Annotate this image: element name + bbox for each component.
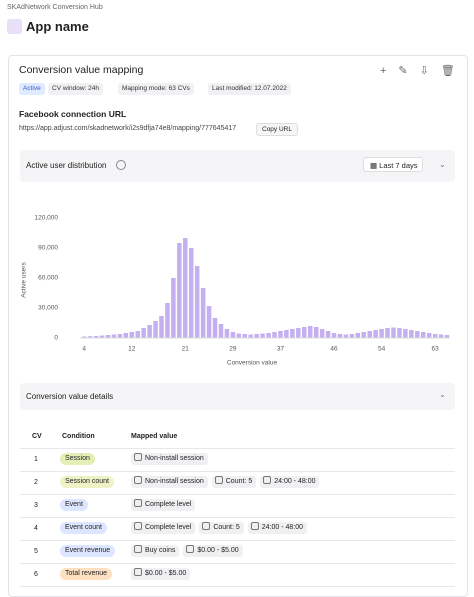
chip-text: Complete level bbox=[145, 501, 192, 508]
details-header bbox=[20, 383, 455, 410]
mapped-chip: 24:00 - 48:00 bbox=[260, 476, 320, 488]
chip-icon bbox=[134, 499, 142, 507]
column-header: Condition bbox=[62, 433, 95, 440]
table-row: 3 Event Complete level bbox=[20, 494, 455, 518]
column-header: CV bbox=[32, 433, 42, 440]
mapped-chip: 24:00 - 48:00 bbox=[247, 522, 308, 534]
cv: 6 bbox=[34, 571, 38, 578]
chip-text: $0.00 - $5.00 bbox=[197, 547, 239, 554]
condition: Event revenue bbox=[60, 545, 116, 557]
mapped: Complete level bbox=[131, 499, 199, 511]
app-name: App name bbox=[26, 19, 89, 34]
collapse-icon[interactable]: ⌄ bbox=[439, 160, 446, 169]
condition: Event count bbox=[60, 522, 107, 534]
cv: 2 bbox=[34, 479, 38, 486]
chip-text: 24:00 - 48:00 bbox=[261, 524, 304, 531]
chip-text: 24:00 - 48:00 bbox=[274, 478, 316, 485]
table-row: 1 Session Non-install session bbox=[20, 448, 455, 472]
chip-icon bbox=[134, 453, 142, 461]
chip-icon bbox=[134, 522, 142, 530]
mapped-chip: $0.00 - $5.00 bbox=[131, 568, 191, 580]
mapped-chip: Count: 5 bbox=[211, 476, 257, 488]
mapped-chip: Complete level bbox=[131, 522, 196, 534]
status-tag: Active bbox=[19, 83, 45, 95]
range-select[interactable]: ▦ Last 7 days bbox=[363, 157, 423, 172]
chip-text: Count: 5 bbox=[225, 478, 253, 485]
chip-text: Buy coins bbox=[145, 547, 176, 554]
mapped: Complete level Count: 5 24:00 - 48:00 bbox=[131, 522, 311, 534]
table-row: 4 Event count Complete level Count: 5 24:00 … bbox=[20, 517, 455, 541]
mapped-chip: Non-install session bbox=[131, 476, 208, 488]
info-tag: Last modified: 12.07.2022 bbox=[208, 83, 291, 95]
mapped: Non-install session Count: 5 24:00 - 48:00 bbox=[131, 476, 323, 488]
chip-icon bbox=[202, 522, 211, 530]
chip-icon bbox=[214, 476, 223, 484]
chip-icon bbox=[134, 545, 142, 553]
chip-text: Complete level bbox=[145, 524, 192, 531]
app-title: SKAdNetwork Conversion Hub bbox=[7, 4, 103, 11]
cv: 1 bbox=[34, 456, 38, 463]
url-label: Facebook connection URL bbox=[19, 109, 127, 119]
mapped-chip: $0.00 - $5.00 bbox=[183, 545, 243, 557]
mapped-chip: Buy coins bbox=[131, 545, 180, 557]
cv: 4 bbox=[34, 525, 38, 532]
info-tag: Mapping mode: 63 CVs bbox=[118, 83, 194, 95]
mapped-chip: Count: 5 bbox=[199, 522, 244, 534]
mapped: Non-install session bbox=[131, 453, 212, 465]
chip-text: Count: 5 bbox=[213, 524, 240, 531]
condition: Total revenue bbox=[60, 568, 113, 580]
condition: Session count bbox=[60, 476, 114, 488]
table-row: 6 Total revenue $0.00 - $5.00 bbox=[20, 563, 455, 587]
distribution-title: Active user distribution bbox=[26, 161, 107, 170]
page: SKAdNetwork Conversion Hub App name Conv… bbox=[7, 4, 468, 597]
cv: 3 bbox=[34, 502, 38, 509]
chip-icon bbox=[263, 476, 272, 484]
card-title: Conversion value mapping bbox=[19, 64, 144, 76]
chip-text: $0.00 - $5.00 bbox=[145, 570, 187, 577]
details-title: Conversion value details bbox=[26, 392, 114, 401]
table-header: CV Condition Mapped value bbox=[20, 425, 455, 449]
card-actions[interactable]: +✎⇩🗑 bbox=[380, 65, 467, 77]
chip-icon bbox=[250, 522, 259, 530]
chip-text: Non-install session bbox=[145, 455, 204, 462]
table-row: 5 Event revenue Buy coins $0.00 - $5.00 bbox=[20, 540, 455, 564]
condition: Event bbox=[60, 499, 88, 511]
chip-icon bbox=[134, 476, 142, 484]
info-icon[interactable] bbox=[116, 160, 126, 170]
chip-icon bbox=[186, 545, 195, 553]
expand-icon[interactable]: ⌄ bbox=[439, 390, 446, 399]
cv: 5 bbox=[34, 548, 38, 555]
chip-icon bbox=[134, 568, 142, 576]
url: https://app.adjust.com/skadnetwork/i2s9d… bbox=[19, 125, 237, 132]
mapped-chip: Non-install session bbox=[131, 453, 208, 465]
mapped-chip: Complete level bbox=[131, 499, 196, 511]
copy-button[interactable]: Copy URL bbox=[256, 123, 298, 136]
chip-text: Non-install session bbox=[145, 478, 204, 485]
mapped: $0.00 - $5.00 bbox=[131, 568, 194, 580]
mapped: Buy coins $0.00 - $5.00 bbox=[131, 545, 247, 557]
column-header: Mapped value bbox=[131, 433, 178, 440]
range-text: Last 7 days bbox=[379, 161, 418, 170]
range-icon: ▦ bbox=[370, 161, 380, 170]
condition: Session bbox=[60, 453, 95, 465]
app-icon bbox=[7, 19, 22, 34]
info-tag: CV window: 24h bbox=[48, 83, 103, 95]
table-row: 2 Session count Non-install session Count: … bbox=[20, 471, 455, 495]
